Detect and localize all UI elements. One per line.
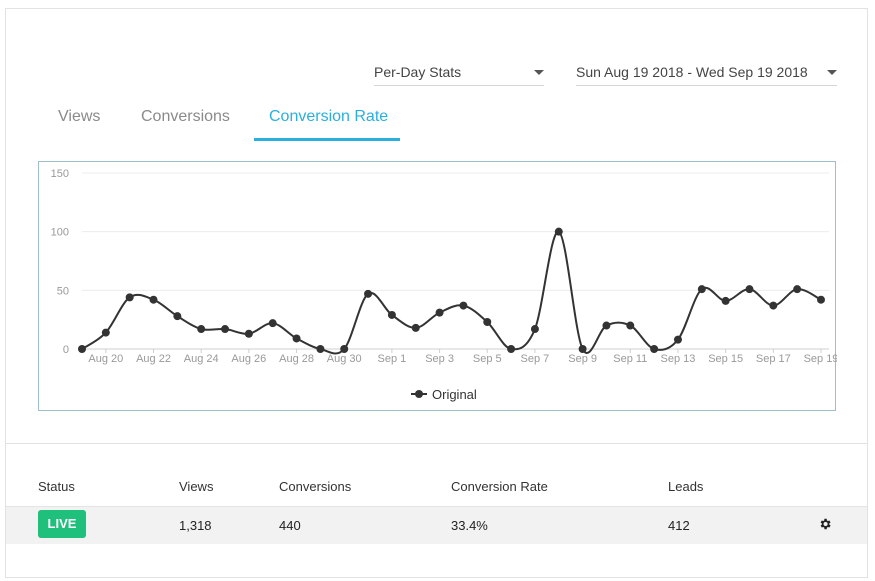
tab-views[interactable]: Views	[58, 108, 101, 125]
date-range-value: Sun Aug 19 2018 - Wed Sep 19 2018	[576, 64, 808, 80]
data-point	[173, 312, 182, 321]
data-point	[650, 345, 659, 353]
header-views: Views	[179, 479, 214, 494]
legend-label-original: Original	[432, 387, 477, 402]
cell-views: 1,318	[179, 518, 212, 533]
cell-leads: 412	[668, 518, 690, 533]
x-tick-label: Sep 15	[708, 353, 743, 365]
header-conversion-rate: Conversion Rate	[451, 479, 548, 494]
data-point	[578, 345, 587, 353]
tab-conversion-rate[interactable]: Conversion Rate	[269, 108, 389, 125]
series-line-original	[81, 230, 822, 355]
x-tick-label: Sep 17	[756, 353, 791, 365]
x-tick-label: Sep 7	[521, 353, 550, 365]
active-tab-indicator	[254, 138, 400, 141]
data-point	[530, 325, 539, 334]
data-point	[364, 289, 373, 298]
y-tick-label: 100	[51, 227, 69, 239]
x-tick-label: Sep 3	[425, 353, 454, 365]
chart-svg: 0 50 100 150 Aug 20 Aug 22 Aug 24 Aug 26 Aug 28 A…	[51, 168, 837, 402]
x-tick-label: Aug 22	[136, 353, 171, 365]
data-point	[411, 323, 420, 332]
data-point	[602, 321, 611, 330]
header-conversions: Conversions	[279, 479, 352, 494]
data-point	[459, 301, 468, 310]
table-row	[6, 506, 867, 544]
cell-conversion-rate: 33.4%	[451, 518, 488, 533]
x-tick-label: Aug 26	[231, 353, 266, 365]
y-tick-label: 0	[63, 344, 69, 356]
stats-mode-dropdown[interactable]: Per-Day Stats	[374, 58, 544, 86]
x-tick-label: Sep 5	[473, 353, 502, 365]
header-status: Status	[38, 479, 75, 494]
data-point	[435, 308, 444, 317]
data-point	[507, 345, 516, 353]
data-point	[221, 325, 230, 334]
data-point	[483, 318, 492, 327]
data-point	[292, 334, 301, 343]
x-tick-label: Aug 30	[327, 353, 362, 365]
y-tick-label: 150	[51, 168, 69, 180]
x-tick-label: Aug 20	[88, 353, 123, 365]
data-point	[817, 295, 825, 304]
section-divider	[5, 443, 868, 444]
data-point	[721, 296, 730, 305]
data-point	[626, 321, 635, 330]
x-tick-label: Aug 28	[279, 353, 314, 365]
y-tick-label: 50	[57, 285, 69, 297]
x-tick-label: Aug 24	[184, 353, 219, 365]
chevron-down-icon	[827, 70, 837, 75]
data-point	[149, 295, 158, 304]
x-tick-label: Sep 19	[804, 353, 837, 365]
data-point	[268, 319, 277, 328]
gear-icon[interactable]	[818, 517, 832, 531]
data-point	[197, 325, 206, 334]
data-point	[125, 293, 134, 302]
data-point	[769, 301, 778, 310]
data-point	[101, 328, 110, 337]
tab-conversions[interactable]: Conversions	[141, 108, 230, 125]
date-range-dropdown[interactable]: Sun Aug 19 2018 - Wed Sep 19 2018	[576, 58, 837, 86]
data-point	[673, 335, 682, 344]
data-point	[78, 345, 86, 353]
data-point	[554, 227, 563, 236]
data-point	[745, 285, 754, 294]
data-point	[387, 310, 396, 319]
legend-marker	[415, 390, 423, 398]
status-badge: LIVE	[38, 510, 86, 538]
cell-conversions: 440	[279, 518, 301, 533]
x-tick-label: Sep 9	[568, 353, 597, 365]
data-point	[244, 329, 253, 338]
chevron-down-icon	[534, 70, 544, 75]
x-tick-label: Sep 1	[378, 353, 407, 365]
data-point	[793, 285, 802, 294]
data-point	[697, 285, 706, 294]
data-point	[316, 345, 325, 353]
x-tick-label: Sep 13	[661, 353, 696, 365]
x-tick-label: Sep 11	[613, 353, 647, 365]
header-leads: Leads	[668, 479, 704, 494]
conversion-rate-chart: 0 50 100 150 Aug 20 Aug 22 Aug 24 Aug 26 Aug 28 A…	[38, 161, 837, 411]
stats-mode-value: Per-Day Stats	[374, 64, 462, 80]
data-point	[340, 345, 349, 353]
